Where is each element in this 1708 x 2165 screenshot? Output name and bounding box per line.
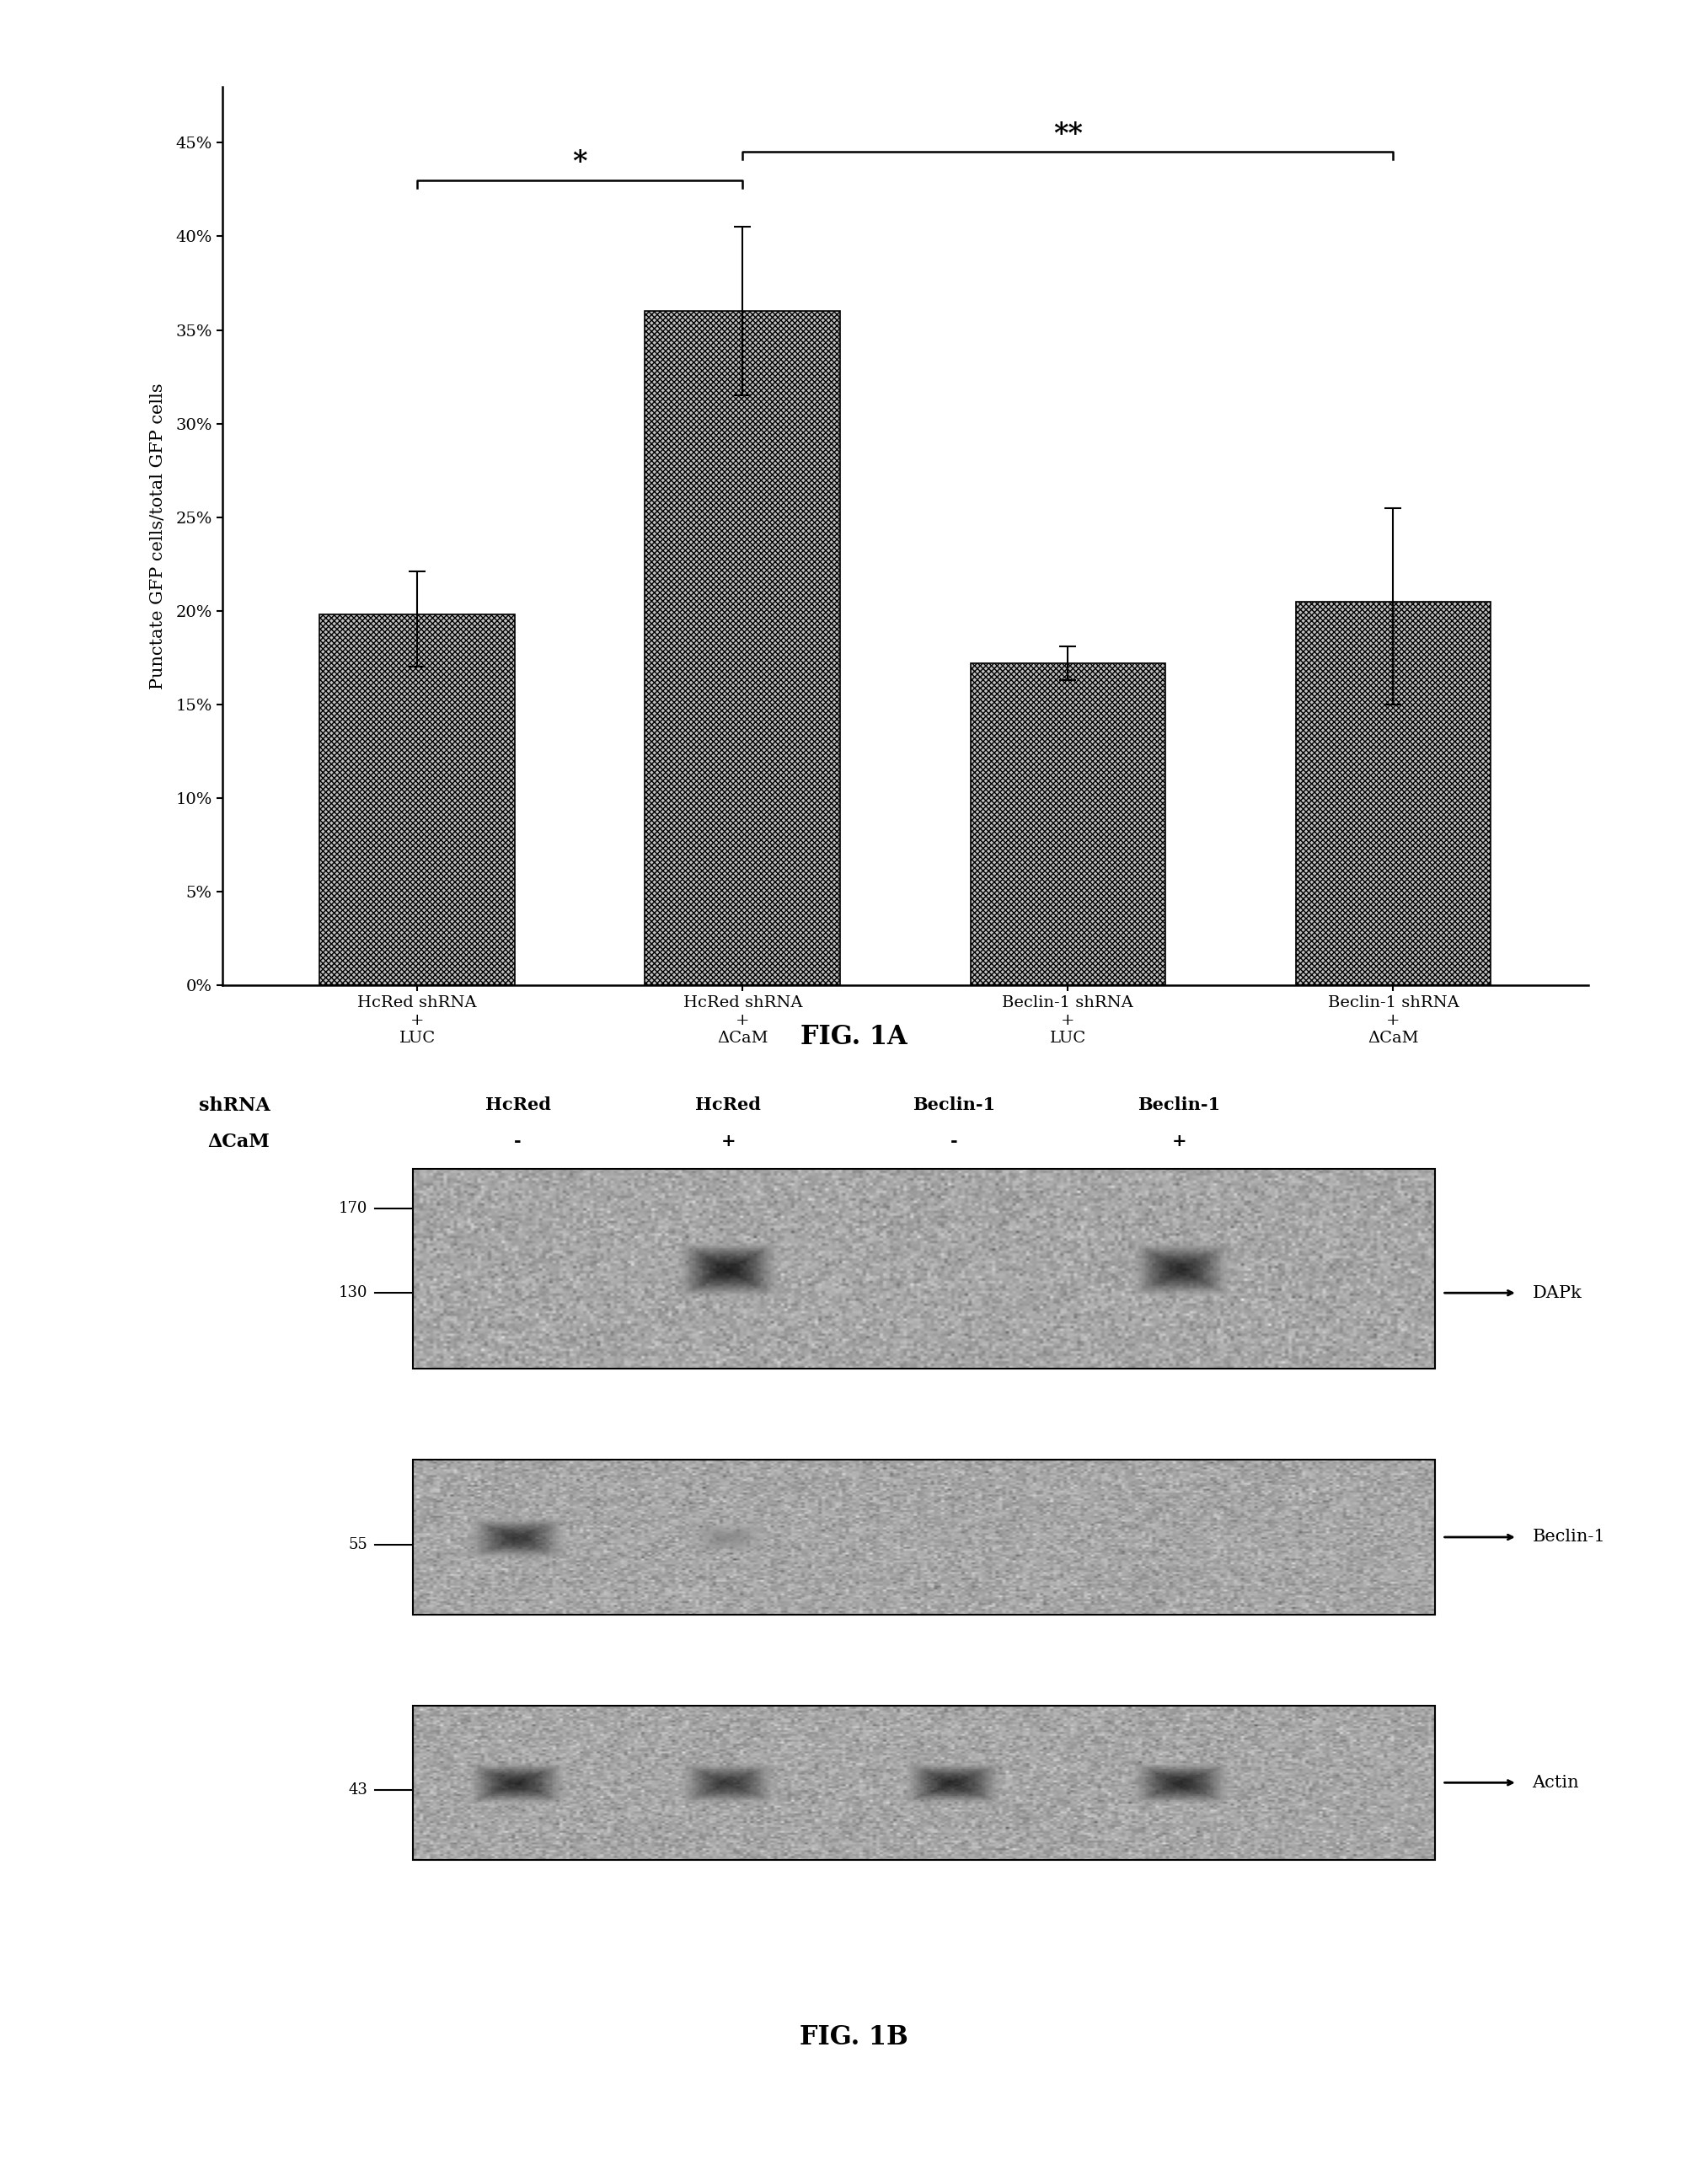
Text: Beclin-1: Beclin-1 [912, 1095, 996, 1113]
Text: +: + [721, 1132, 736, 1150]
Text: 43: 43 [348, 1782, 367, 1797]
Y-axis label: Punctate GFP cells/total GFP cells: Punctate GFP cells/total GFP cells [150, 383, 166, 688]
Text: -: - [514, 1132, 521, 1150]
Text: ΔCaM: ΔCaM [208, 1132, 270, 1152]
Text: Beclin-1: Beclin-1 [1138, 1095, 1221, 1113]
Bar [413, 1459, 1435, 1615]
Bar [413, 1706, 1435, 1860]
Text: 170: 170 [338, 1202, 367, 1217]
Text: HcRed: HcRed [485, 1095, 550, 1113]
Bar [970, 662, 1165, 985]
Text: HcRed: HcRed [695, 1095, 762, 1113]
Bar [319, 615, 514, 985]
Bar [1296, 602, 1491, 985]
Text: FIG. 1B: FIG. 1B [799, 2024, 909, 2050]
Text: shRNA: shRNA [198, 1095, 270, 1115]
Text: *: * [572, 149, 588, 178]
Text: 130: 130 [338, 1286, 367, 1301]
Text: Beclin-1: Beclin-1 [1532, 1528, 1606, 1546]
Text: 55: 55 [348, 1537, 367, 1552]
Text: FIG. 1A: FIG. 1A [801, 1024, 907, 1050]
Text: **: ** [1054, 121, 1083, 149]
Text: +: + [1172, 1132, 1187, 1150]
Bar [413, 1169, 1435, 1368]
Text: Actin: Actin [1532, 1775, 1580, 1790]
Text: DAPk: DAPk [1532, 1284, 1582, 1301]
Bar [646, 312, 840, 985]
Text: -: - [950, 1132, 958, 1150]
